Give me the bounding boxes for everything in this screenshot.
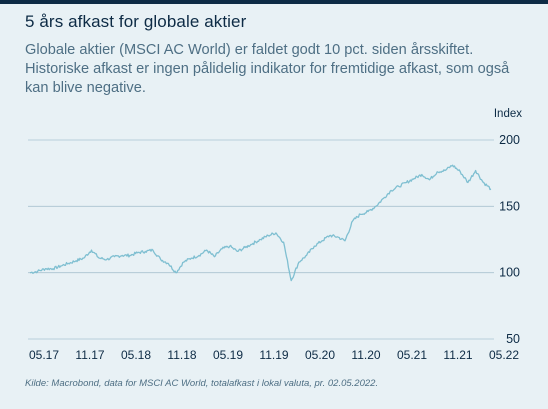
x-tick-label: 11.20 xyxy=(351,348,380,362)
x-tick-label: 05.18 xyxy=(121,348,151,362)
chart-subtitle: Globale aktier (MSCI AC World) er faldet… xyxy=(25,42,510,96)
x-tick-label: 11.18 xyxy=(167,348,196,362)
source-note: Kilde: Macrobond, data for MSCI AC World… xyxy=(25,378,379,389)
y-tick-label: 150 xyxy=(499,199,520,213)
x-tick-label: 11.21 xyxy=(443,348,472,362)
series-group xyxy=(29,164,492,282)
x-tick-labels: 05.17 11.17 05.18 11.18 05.19 11.19 05.20 11.20… xyxy=(29,348,519,362)
y-tick-label: 100 xyxy=(499,266,520,280)
chart-title: 5 års afkast for globale aktier xyxy=(25,12,247,31)
x-tick-label: 05.21 xyxy=(397,348,427,362)
x-tick-label: 05.20 xyxy=(305,348,335,362)
x-tick-label: 11.19 xyxy=(259,348,288,362)
y-tick-label: 200 xyxy=(499,133,520,147)
x-tick-label: 05.17 xyxy=(29,348,59,362)
x-tick-label: 11.17 xyxy=(75,348,104,362)
series-line-msci-ac-world xyxy=(29,164,492,282)
x-tick-label: 05.22 xyxy=(489,348,519,362)
y-tick-label: 50 xyxy=(506,332,520,346)
top-accent-bar xyxy=(0,0,548,4)
gridlines xyxy=(28,139,494,340)
y-axis-label: Index xyxy=(493,108,522,120)
x-tick-label: 05.19 xyxy=(213,348,243,362)
y-tick-labels: 50 100 150 200 xyxy=(499,133,520,346)
